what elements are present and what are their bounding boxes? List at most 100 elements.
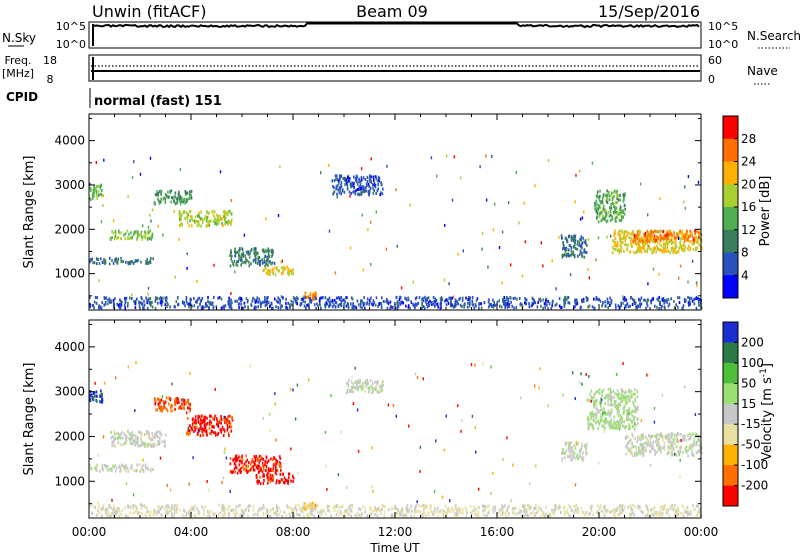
echo-cell	[573, 452, 576, 456]
echo-cell	[99, 306, 101, 309]
echo-cell	[348, 179, 351, 183]
echo-cell	[350, 302, 352, 306]
echo-cell	[587, 427, 590, 431]
echo-cell	[147, 435, 150, 438]
echo-cell	[229, 414, 231, 418]
echo-cell	[582, 297, 585, 301]
echo-cell	[605, 394, 607, 398]
echo-cell	[147, 442, 150, 446]
echo-cell	[209, 414, 211, 418]
echo-cell	[115, 466, 118, 470]
echo-cell	[580, 238, 582, 242]
echo-cell	[209, 419, 211, 423]
echo-cell	[477, 512, 480, 516]
echo-cell	[120, 513, 122, 517]
echo-cell	[587, 237, 590, 241]
echo-cell	[607, 399, 609, 403]
echo-cell	[121, 300, 123, 304]
echo-cell	[134, 434, 136, 438]
echo-cell	[657, 443, 660, 447]
echo-cell	[582, 236, 584, 240]
echo-cell	[681, 439, 683, 443]
echo-cell	[386, 297, 388, 301]
echo-cell	[155, 511, 157, 515]
echo-cell	[114, 464, 116, 468]
echo-cell	[383, 505, 385, 508]
echo-cell	[643, 244, 646, 248]
echo-cell	[245, 297, 248, 300]
echo-cell	[669, 440, 672, 444]
echo-cell	[367, 190, 370, 194]
echo-cell	[561, 255, 564, 259]
echo-cell	[314, 291, 317, 295]
echo-cell	[452, 305, 454, 308]
echo-cell	[650, 247, 652, 251]
echo-cell	[180, 404, 183, 408]
echo-cell	[288, 512, 290, 515]
echo-cell	[340, 303, 343, 307]
echo-cell	[249, 504, 251, 508]
echo-cell	[591, 396, 594, 400]
echo-cell	[622, 215, 624, 219]
echo-cell	[123, 432, 125, 436]
echo-cell	[506, 305, 509, 309]
echo-cell	[234, 250, 236, 254]
echo-cell	[685, 438, 688, 442]
echo-cell	[144, 513, 147, 517]
echo-cell	[408, 510, 410, 514]
echo-cell	[688, 296, 691, 300]
echo-cell	[575, 298, 578, 302]
echo-cell	[600, 407, 603, 411]
echo-cell	[505, 510, 507, 514]
echo-cell	[559, 306, 562, 310]
echo-cell	[563, 303, 566, 307]
echo-cell	[259, 508, 262, 512]
echo-cell	[248, 469, 251, 473]
echo-cell	[611, 510, 613, 513]
echo-cell	[236, 471, 239, 475]
echo-cell	[656, 244, 658, 248]
echo-cell	[588, 418, 590, 422]
echo-cell	[138, 511, 141, 515]
echo-cell	[374, 380, 376, 384]
echo-cell	[252, 465, 255, 469]
echo-cell	[451, 506, 454, 510]
echo-cell	[605, 213, 608, 217]
echo-cell	[645, 505, 648, 508]
echo-cell	[206, 433, 208, 437]
echo-cell	[364, 306, 366, 310]
echo-cell	[275, 305, 277, 309]
echo-cell	[624, 193, 626, 197]
echo-cell	[585, 511, 588, 515]
echo-cell	[350, 504, 352, 507]
echo-cell	[492, 505, 494, 509]
echo-cell	[330, 299, 332, 303]
echo-cell	[207, 295, 209, 299]
echo-cell	[189, 219, 191, 223]
echo-cell	[679, 240, 681, 244]
echo-cell	[608, 511, 611, 515]
echo-cell	[341, 512, 343, 516]
echo-cell	[447, 506, 449, 510]
echo-cell	[112, 261, 115, 265]
echo-cell	[383, 510, 386, 514]
echo-cell	[584, 250, 587, 254]
echo-cell	[426, 297, 428, 300]
echo-cell	[413, 511, 416, 514]
echo-cell	[181, 300, 184, 304]
echo-cell	[642, 243, 644, 247]
echo-cell	[415, 503, 418, 507]
echo-cell	[227, 415, 230, 418]
echo-cell	[348, 177, 351, 180]
echo-cell	[114, 437, 116, 441]
echo-cell	[595, 199, 597, 203]
echo-cell	[216, 418, 218, 422]
echo-cell	[282, 271, 284, 275]
echo-cell	[695, 297, 698, 301]
echo-cell	[116, 510, 119, 514]
echo-cell	[380, 183, 383, 187]
echo-cell	[376, 189, 379, 193]
echo-cell	[692, 298, 695, 302]
echo-cell	[292, 296, 295, 299]
